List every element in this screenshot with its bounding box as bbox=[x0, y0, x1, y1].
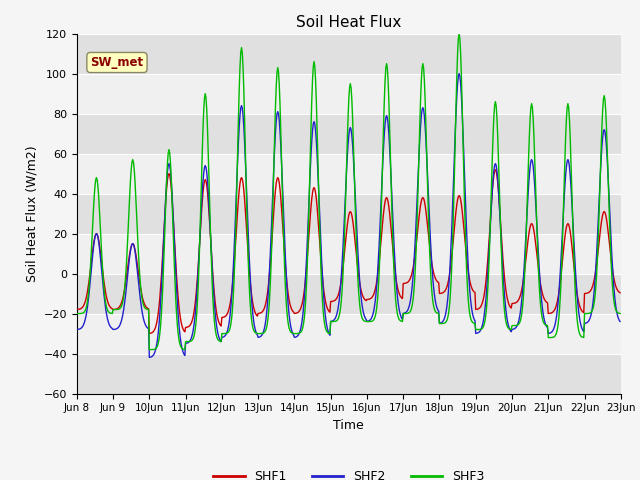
Legend: SHF1, SHF2, SHF3: SHF1, SHF2, SHF3 bbox=[209, 465, 489, 480]
Title: Soil Heat Flux: Soil Heat Flux bbox=[296, 15, 401, 30]
X-axis label: Time: Time bbox=[333, 419, 364, 432]
Text: SW_met: SW_met bbox=[90, 56, 143, 69]
Bar bbox=[77, 193, 621, 234]
Bar bbox=[77, 154, 621, 193]
Bar bbox=[77, 354, 621, 394]
Bar bbox=[77, 34, 621, 73]
Bar bbox=[77, 234, 621, 274]
Bar bbox=[77, 114, 621, 154]
Y-axis label: Soil Heat Flux (W/m2): Soil Heat Flux (W/m2) bbox=[25, 145, 38, 282]
Bar bbox=[77, 313, 621, 354]
Bar bbox=[77, 274, 621, 313]
Bar bbox=[77, 73, 621, 114]
